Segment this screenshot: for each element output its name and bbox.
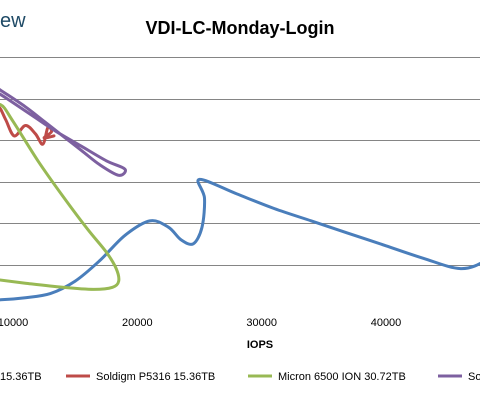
x-tick-label: 40000 [371,317,402,329]
legend-label-2: Soldigm P5316 15.36TB [96,371,215,383]
series-line-2 [0,106,56,146]
legend-label-4: So [468,371,480,383]
legend-label-1: 15.36TB [0,371,42,383]
gridlines [0,57,480,266]
series-line-3 [0,103,121,291]
legend: 15.36TB Soldigm P5316 15.36TB Micron 6500 … [0,371,480,383]
logo-text: ew [0,10,26,32]
series-line-1 [0,177,480,302]
chart-title: VDI-LC-Monday-Login [146,18,335,38]
x-axis-title: IOPS [247,339,273,351]
x-tick-labels: 10000 20000 30000 40000 [0,317,401,329]
series-lines [0,88,480,302]
x-tick-label: 30000 [246,317,277,329]
legend-label-3: Micron 6500 ION 30.72TB [278,371,406,383]
series-line-4 [0,88,127,177]
x-tick-label: 10000 [0,317,28,329]
x-tick-label: 20000 [122,317,153,329]
